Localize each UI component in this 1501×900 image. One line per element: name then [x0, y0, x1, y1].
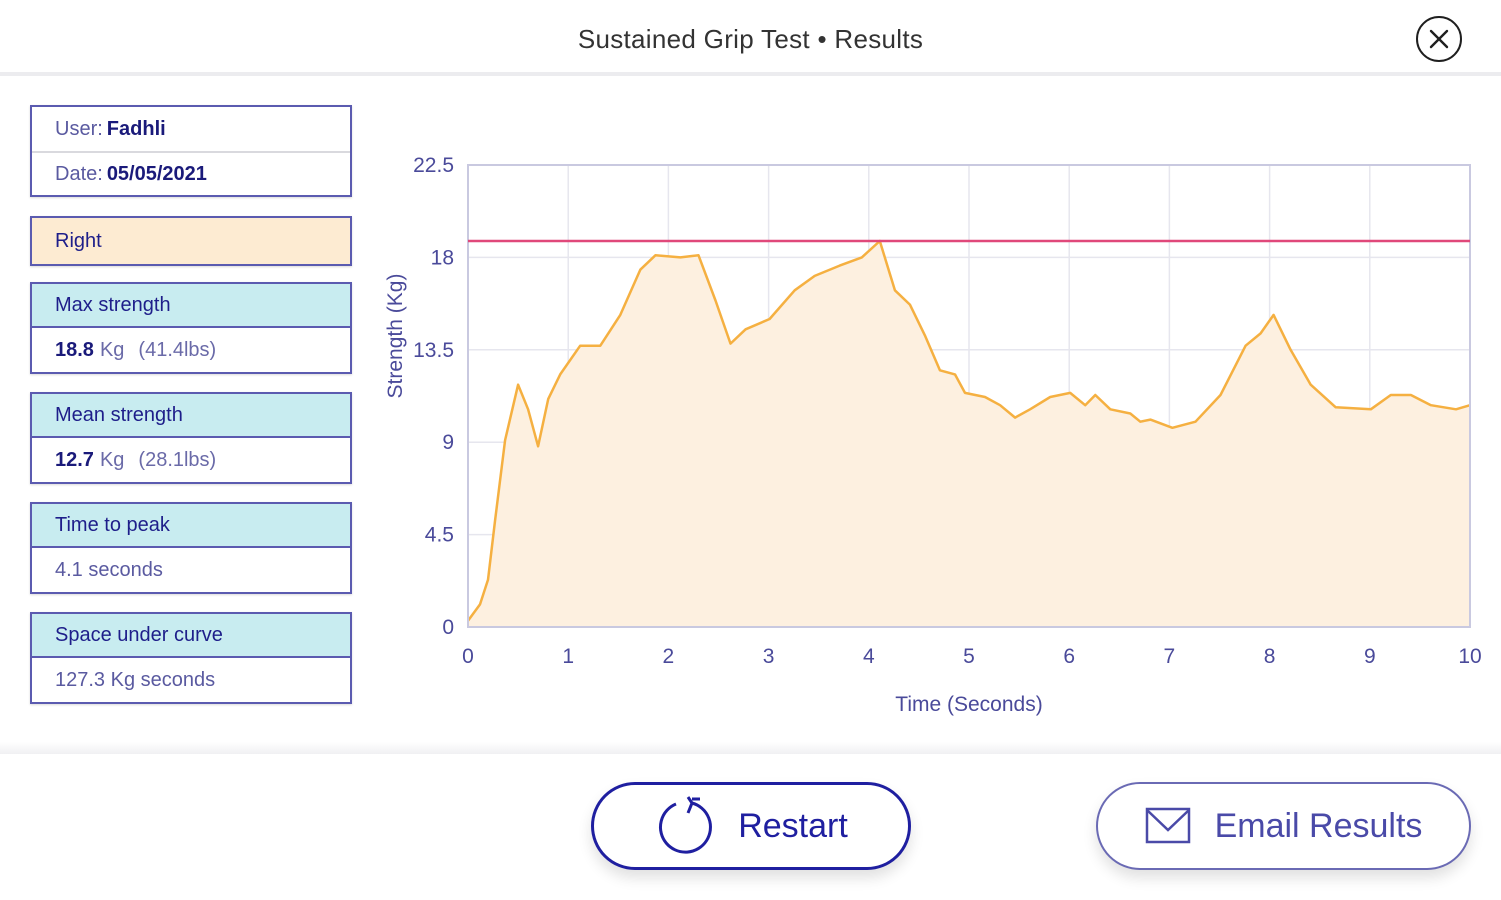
header-bar: Sustained Grip Test • Results — [0, 0, 1501, 76]
y-tick-label: 13.5 — [413, 339, 454, 362]
user-label: User: — [55, 117, 103, 140]
x-tick-label: 10 — [1458, 645, 1481, 668]
max-strength-row: 18.8 Kg (41.4lbs) — [32, 328, 350, 372]
y-tick-label: 0 — [442, 616, 454, 639]
mean-strength-unit: Kg — [99, 448, 125, 471]
x-tick-label: 2 — [663, 645, 675, 668]
y-axis-label: Strength (Kg) — [384, 274, 407, 399]
close-button[interactable] — [1416, 16, 1462, 62]
strength-curve — [466, 239, 1471, 622]
strength-time-chart: 0 1 2 3 4 5 6 7 8 9 10 0 4.5 9 13.5 18 22.5 Time (Seconds… — [384, 154, 1482, 716]
date-label: Date: — [55, 162, 103, 185]
y-tick-label: 22.5 — [413, 154, 454, 177]
time-to-peak-label: Time to peak — [32, 504, 350, 548]
date-value: 05/05/2021 — [106, 162, 207, 185]
mean-strength-value: 12.7 — [55, 448, 94, 471]
plot-border — [467, 164, 1471, 628]
max-strength-card: Max strength 18.8 Kg (41.4lbs) — [30, 282, 352, 374]
y-tick-label: 18 — [431, 246, 454, 269]
mean-strength-label: Mean strength — [32, 394, 350, 438]
x-tick-label: 6 — [1063, 645, 1075, 668]
page-title: Sustained Grip Test • Results — [577, 24, 924, 54]
mean-strength-card: Mean strength 12.7 Kg (28.1lbs) — [30, 392, 352, 484]
max-strength-lbs: (41.4lbs) — [138, 338, 217, 361]
x-tick-label: 3 — [763, 645, 775, 668]
x-tick-label: 4 — [863, 645, 875, 668]
space-under-curve-value: 127.3 Kg seconds — [55, 668, 216, 691]
restart-button[interactable]: Restart — [591, 782, 911, 870]
x-tick-label: 5 — [963, 645, 975, 668]
space-under-curve-card: Space under curve 127.3 Kg seconds — [30, 612, 352, 704]
x-tick-label: 9 — [1364, 645, 1376, 668]
x-tick-label: 7 — [1164, 645, 1176, 668]
time-to-peak-value: 4.1 seconds — [55, 558, 163, 581]
space-under-curve-label: Space under curve — [32, 614, 350, 658]
mean-strength-lbs: (28.1lbs) — [138, 448, 217, 471]
curve-area — [468, 241, 1470, 627]
restart-icon — [659, 796, 713, 854]
footer-divider — [0, 742, 1501, 754]
strength-chart: 0 1 2 3 4 5 6 7 8 9 10 0 4.5 9 13.5 18 22.5 Time (Seconds… — [370, 140, 1490, 730]
x-tick-label: 0 — [462, 645, 474, 668]
email-results-button[interactable]: Email Results — [1096, 782, 1471, 870]
x-axis-label: Time (Seconds) — [895, 693, 1042, 716]
hand-value: Right — [32, 218, 350, 264]
mean-strength-row: 12.7 Kg (28.1lbs) — [32, 438, 350, 482]
restart-label: Restart — [738, 806, 848, 845]
max-strength-unit: Kg — [99, 338, 125, 361]
envelope-icon — [1145, 807, 1190, 844]
max-strength-value: 18.8 — [55, 338, 94, 361]
email-results-label: Email Results — [1214, 806, 1423, 845]
y-tick-label: 9 — [442, 431, 454, 454]
y-tick-label: 4.5 — [425, 524, 454, 547]
user-row: User: Fadhli — [32, 107, 350, 151]
user-value: Fadhli — [106, 117, 166, 140]
close-icon — [1429, 29, 1449, 49]
x-tick-label: 8 — [1264, 645, 1276, 668]
time-to-peak-card: Time to peak 4.1 seconds — [30, 502, 352, 594]
date-row: Date: 05/05/2021 — [32, 151, 350, 195]
user-info-card: User: Fadhli Date: 05/05/2021 — [30, 105, 352, 197]
hand-card: Right — [30, 216, 352, 266]
x-tick-label: 1 — [562, 645, 574, 668]
max-strength-label: Max strength — [32, 284, 350, 328]
